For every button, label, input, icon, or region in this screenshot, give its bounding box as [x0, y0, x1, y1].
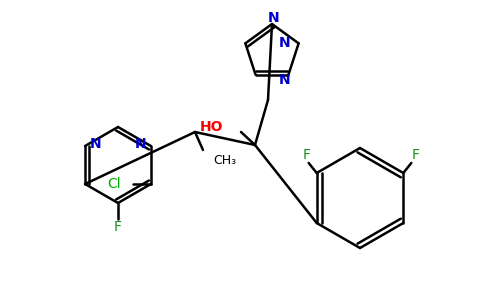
Text: F: F — [302, 148, 311, 162]
Text: CH₃: CH₃ — [213, 154, 236, 166]
Text: N: N — [279, 36, 290, 50]
Text: F: F — [114, 220, 122, 234]
Text: N: N — [90, 137, 102, 151]
Text: F: F — [411, 148, 419, 162]
Text: N: N — [134, 137, 146, 151]
Text: N: N — [279, 73, 290, 87]
Text: HO: HO — [199, 120, 223, 134]
Text: N: N — [268, 11, 280, 25]
Text: Cl: Cl — [107, 177, 121, 191]
